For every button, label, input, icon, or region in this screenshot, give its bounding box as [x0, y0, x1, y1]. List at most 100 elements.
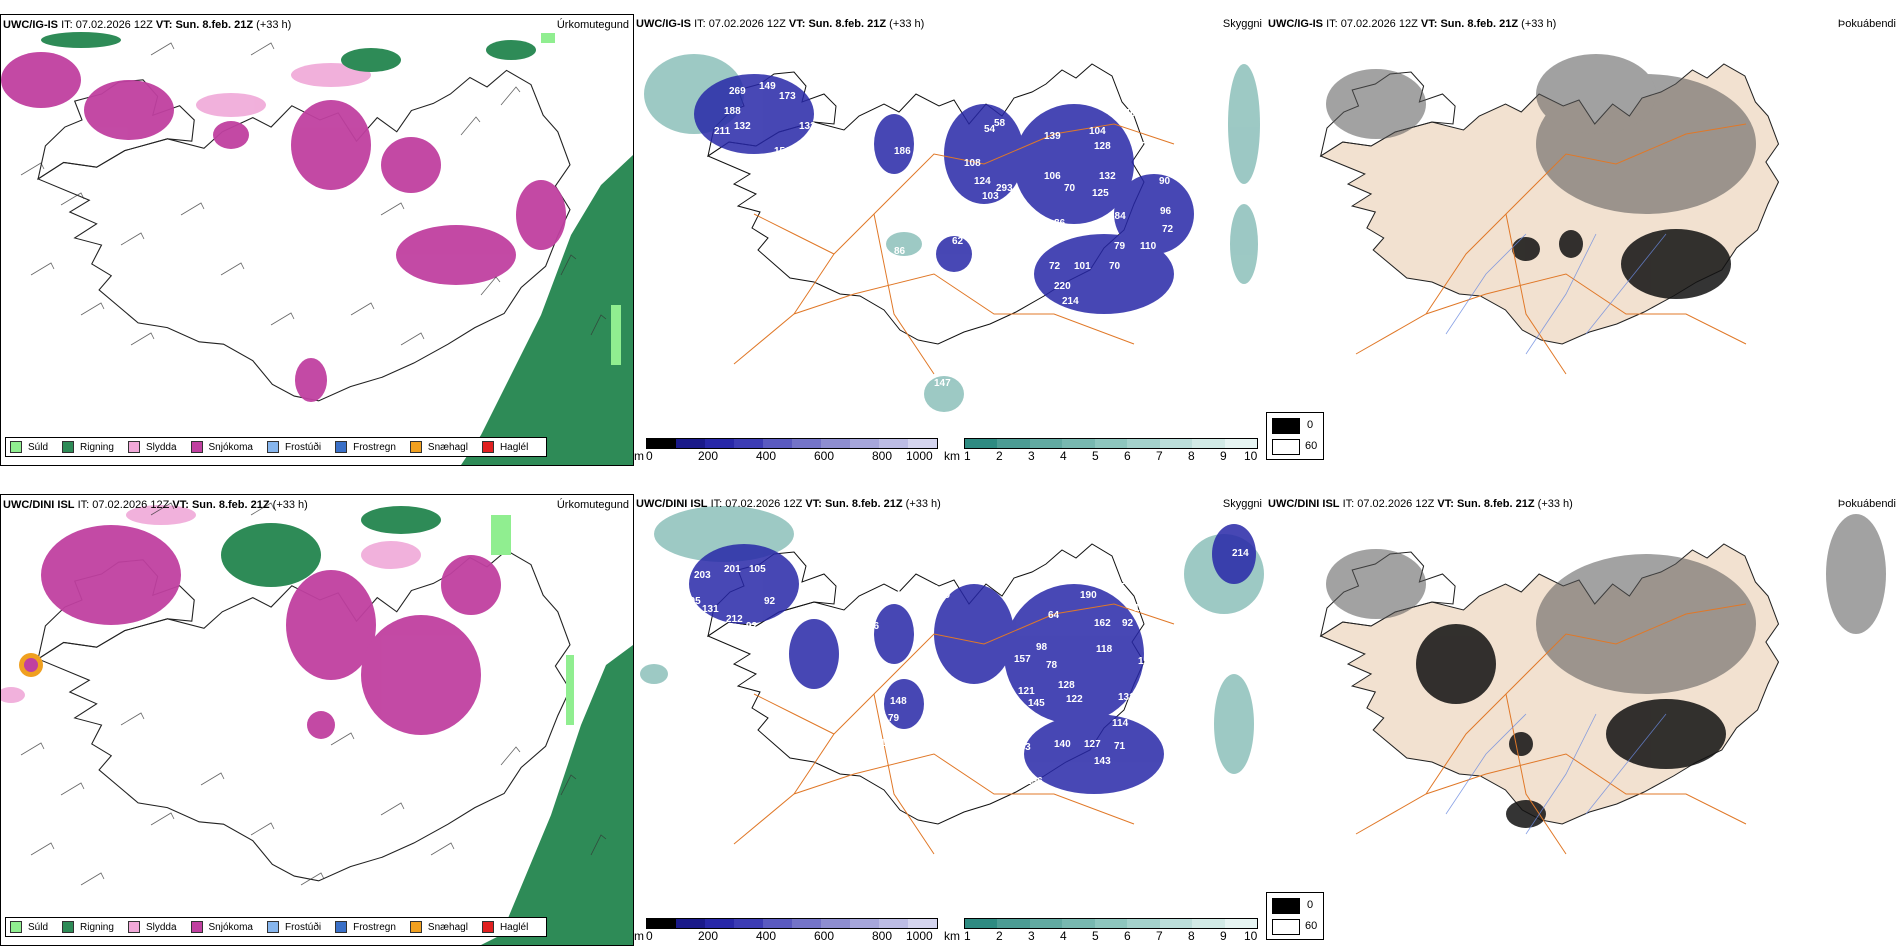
snow-swatch: [190, 921, 203, 933]
svg-text:201: 201: [724, 564, 741, 575]
svg-text:86: 86: [1054, 218, 1066, 229]
svg-text:77: 77: [764, 191, 776, 202]
svg-text:66: 66: [868, 621, 880, 632]
svg-text:49: 49: [939, 590, 951, 601]
drizzle-swatch: [10, 441, 22, 453]
precip-type-legend: Súld Rigning Slydda Snjókoma Frostúði Fr…: [5, 917, 548, 937]
svg-text:90: 90: [1159, 176, 1171, 187]
svg-text:92: 92: [746, 621, 758, 632]
svg-text:76: 76: [1134, 708, 1146, 719]
svg-text:303: 303: [1074, 224, 1091, 235]
svg-text:149: 149: [759, 81, 776, 92]
svg-text:75: 75: [762, 669, 774, 680]
svg-text:70: 70: [1109, 261, 1121, 272]
svg-text:128: 128: [1058, 680, 1075, 691]
drizzle-swatch: [10, 921, 22, 933]
row2-fog-varname: Þokuábendi: [1837, 498, 1896, 510]
svg-text:83: 83: [1089, 98, 1101, 109]
svg-text:196: 196: [1026, 776, 1043, 787]
svg-text:71: 71: [1114, 741, 1126, 752]
svg-text:96: 96: [1124, 76, 1136, 87]
svg-text:92: 92: [1122, 618, 1134, 629]
row1-fog-header: UWC/IG-IS IT: 07.02.2026 12Z VT: Sun. 8.…: [1268, 18, 1557, 30]
visibility-map: 269 149 173 188 132 211 133 151 91 54 77…: [634, 14, 1266, 464]
svg-text:131: 131: [702, 604, 719, 615]
row2-visibility-panel: 203 201 105 405 92 131 212 92 68 86 109 …: [634, 494, 1266, 944]
svg-text:211: 211: [714, 126, 731, 137]
visibility-colorbar-scale: [964, 918, 1258, 929]
elevation-colorbar-scale: [646, 918, 938, 929]
svg-text:104: 104: [1089, 126, 1106, 137]
svg-text:132: 132: [1099, 171, 1116, 182]
elevation-unit: m: [634, 929, 644, 943]
hail-swatch: [481, 441, 494, 453]
visibility-unit: km: [944, 929, 960, 943]
svg-text:190: 190: [1080, 590, 1097, 601]
cloud-base-labels: 269 149 173 188 132 211 133 151 91 54 77…: [714, 76, 1221, 389]
freezing-drizzle-swatch: [266, 441, 279, 453]
svg-text:153: 153: [1014, 742, 1031, 753]
precip-type-map: [1, 495, 633, 945]
row2-visibility-varname: Skyggni: [1222, 498, 1262, 510]
row1-fog-panel: UWC/IG-IS IT: 07.02.2026 12Z VT: Sun. 8.…: [1266, 14, 1900, 464]
svg-text:124: 124: [1138, 656, 1155, 667]
svg-text:91: 91: [914, 106, 926, 117]
row2-precip-header: UWC/DINI ISL IT: 07.02.2026 12Z VT: Sun.…: [3, 499, 308, 511]
svg-text:66: 66: [958, 716, 970, 727]
svg-text:214: 214: [1062, 296, 1079, 307]
svg-text:132: 132: [734, 121, 751, 132]
svg-text:145: 145: [1028, 698, 1045, 709]
svg-text:140: 140: [1054, 739, 1071, 750]
svg-text:121: 121: [1018, 686, 1035, 697]
svg-text:220: 220: [1054, 281, 1071, 292]
svg-text:154: 154: [1028, 238, 1045, 249]
freezing-drizzle-swatch: [266, 921, 279, 933]
svg-text:87: 87: [1092, 574, 1104, 585]
svg-text:203: 203: [694, 570, 711, 581]
snow-grains-swatch: [409, 441, 422, 453]
snow-swatch: [190, 441, 203, 453]
svg-text:133: 133: [799, 121, 816, 132]
precip-type-map: [1, 15, 633, 465]
svg-text:101: 101: [1074, 261, 1091, 272]
svg-text:151: 151: [774, 146, 791, 157]
row1-fog-legend: 0 60: [1266, 412, 1324, 460]
hail-swatch: [481, 921, 494, 933]
row2-fog-header: UWC/DINI ISL IT: 07.02.2026 12Z VT: Sun.…: [1268, 498, 1573, 510]
svg-text:161: 161: [1170, 636, 1187, 647]
svg-text:128: 128: [1094, 141, 1111, 152]
visibility-colorbar: km 1 2 3 4 5 6 7 8 9 10: [944, 918, 1264, 944]
svg-text:212: 212: [726, 614, 743, 625]
svg-text:125: 125: [1092, 188, 1109, 199]
svg-text:70: 70: [1064, 183, 1076, 194]
svg-text:148: 148: [890, 696, 907, 707]
svg-text:108: 108: [964, 158, 981, 169]
svg-text:184: 184: [1109, 211, 1126, 222]
sleet-swatch: [127, 441, 140, 453]
svg-text:71: 71: [1142, 141, 1154, 152]
rain-swatch: [62, 921, 75, 933]
svg-text:96: 96: [1160, 206, 1172, 217]
svg-text:118: 118: [1096, 644, 1113, 655]
svg-text:188: 188: [724, 106, 741, 117]
row2-precip-panel: UWC/DINI ISL IT: 07.02.2026 12Z VT: Sun.…: [0, 494, 634, 946]
svg-text:92: 92: [764, 596, 776, 607]
sleet-swatch: [127, 921, 140, 933]
row2-visibility-header: UWC/DINI ISL IT: 07.02.2026 12Z VT: Sun.…: [636, 498, 941, 510]
svg-text:109: 109: [710, 646, 727, 657]
fog-index-map: [1266, 14, 1900, 464]
svg-text:58: 58: [994, 118, 1006, 129]
svg-text:148: 148: [896, 590, 913, 601]
snow-grains-swatch: [409, 921, 422, 933]
elevation-unit: m: [634, 449, 644, 463]
freezing-rain-swatch: [335, 921, 348, 933]
svg-text:74: 74: [1026, 98, 1038, 109]
visibility-unit: km: [944, 449, 960, 463]
svg-text:53: 53: [674, 686, 686, 697]
svg-text:64: 64: [1048, 610, 1060, 621]
row2-fog-panel: UWC/DINI ISL IT: 07.02.2026 12Z VT: Sun.…: [1266, 494, 1900, 944]
svg-text:157: 157: [1014, 654, 1031, 665]
svg-text:114: 114: [1112, 718, 1129, 729]
visibility-map: 203 201 105 405 92 131 212 92 68 86 109 …: [634, 494, 1266, 944]
svg-text:405: 405: [684, 596, 701, 607]
